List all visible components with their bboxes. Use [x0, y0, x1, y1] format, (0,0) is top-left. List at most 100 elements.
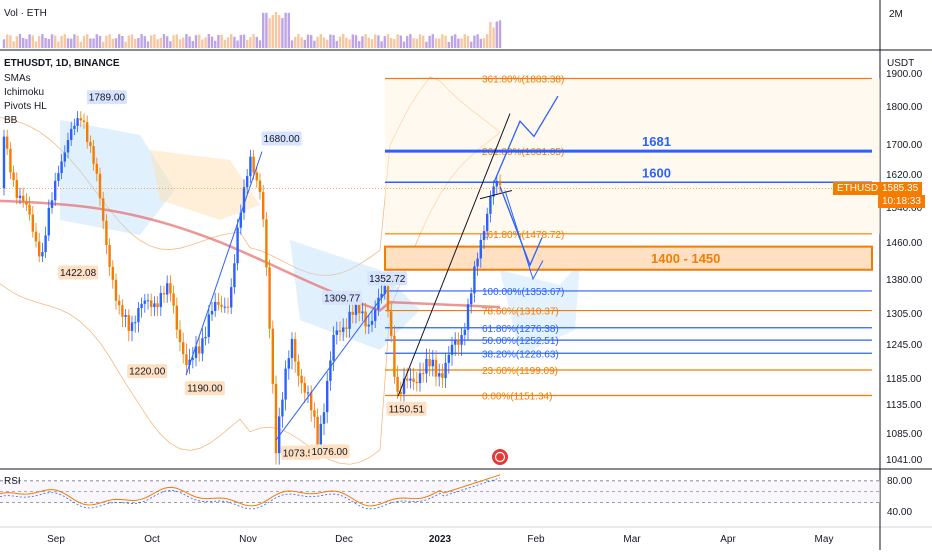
volume-bar	[166, 36, 169, 48]
volume-bar	[265, 12, 268, 49]
candle-body	[153, 303, 156, 308]
candle-body	[303, 383, 306, 393]
indicator-item[interactable]: SMAs	[4, 73, 31, 84]
volume-bar	[159, 37, 162, 48]
volume-bar	[303, 39, 306, 48]
volume-bar	[2, 39, 6, 48]
volume-bar	[268, 18, 271, 48]
indicator-item[interactable]: Ichimoku	[4, 87, 45, 98]
candle-body	[393, 335, 396, 377]
candle-body	[354, 303, 358, 315]
candle-body	[44, 235, 47, 253]
pivot-label-box	[86, 90, 127, 105]
indicator-item[interactable]: Pivots HL	[4, 101, 47, 112]
candle-body	[422, 373, 425, 375]
candle-body	[268, 267, 271, 329]
time-axis-tick: Feb	[527, 534, 545, 545]
candle-body	[418, 373, 422, 384]
volume-bar	[361, 36, 364, 48]
volume-bar	[444, 35, 447, 48]
candle-body	[380, 293, 383, 298]
indicator-item[interactable]: BB	[4, 115, 18, 126]
trend-line	[479, 190, 513, 200]
candle-body	[313, 410, 316, 417]
volume-bar	[236, 40, 239, 48]
volume-bar	[418, 34, 422, 48]
volume-bar	[6, 34, 9, 48]
volume-bar	[255, 36, 258, 48]
fib-level-label: 161.80%(1478.72)	[482, 230, 564, 241]
price-axis-tick: 1135.00	[886, 400, 922, 411]
last-price-tag: 1585.35	[878, 182, 923, 195]
candle-body	[146, 300, 150, 302]
candle-body	[2, 136, 6, 189]
volume-bar	[73, 34, 76, 48]
candle-body	[479, 239, 482, 259]
candle-body	[447, 354, 450, 363]
candle-body	[425, 358, 428, 374]
candle-body	[450, 344, 454, 355]
volume-bar	[102, 41, 105, 48]
volume-bar	[22, 37, 25, 48]
candle-body	[130, 322, 134, 331]
price-axis-tick: 1305.00	[886, 309, 923, 320]
candle-body	[185, 354, 188, 366]
fib-level-label: 50.00%(1252.51)	[482, 336, 559, 347]
volume-bar	[150, 35, 153, 48]
volume-bar	[281, 18, 284, 48]
volume-bar	[300, 37, 303, 48]
candle-body	[367, 324, 370, 327]
candle-body	[60, 161, 63, 174]
volume-bar	[60, 35, 63, 48]
candle-body	[390, 311, 393, 336]
candle-body	[15, 180, 18, 198]
volume-bar	[431, 34, 434, 48]
indicator-list: SMAs Ichimoku Pivots HL BB	[4, 72, 47, 128]
volume-bar	[230, 34, 233, 48]
candle-body	[326, 380, 329, 413]
volume-bar	[226, 37, 230, 48]
candle-body	[214, 301, 217, 311]
volume-bar	[322, 37, 326, 48]
volume-bar	[214, 40, 217, 48]
sma-line	[0, 199, 501, 312]
rsi-tick-upper: 80.00	[887, 476, 913, 487]
volume-bar	[210, 36, 214, 48]
price-axis-tick: 1540.00	[886, 203, 923, 214]
candle-body	[342, 327, 345, 332]
volume-bar	[486, 34, 489, 48]
volume-bar	[79, 41, 82, 48]
volume-scale-label: 2M	[889, 9, 903, 20]
candle-body	[316, 416, 319, 446]
candle-body	[319, 423, 322, 446]
volume-bar	[201, 39, 204, 48]
candle-body	[239, 212, 242, 228]
volume-bar	[393, 39, 396, 48]
candle-body	[47, 207, 50, 236]
volume-bar	[25, 39, 28, 48]
volume-bar	[242, 34, 246, 48]
volume-bar	[425, 41, 428, 48]
volume-bar	[390, 38, 393, 48]
candle-body	[73, 125, 76, 129]
price-axis-tick: 1700.00	[886, 140, 923, 151]
candle-body	[25, 201, 28, 205]
projection-path	[493, 95, 559, 183]
volume-bar	[86, 34, 89, 48]
volume-bar	[57, 41, 60, 48]
candle-body	[236, 227, 239, 264]
volume-bar	[185, 34, 188, 48]
volume-bar	[383, 36, 386, 48]
candle-body	[159, 293, 162, 308]
price-axis-tick: 1380.00	[886, 275, 923, 286]
volume-bar	[98, 35, 102, 48]
candle-body	[274, 383, 278, 454]
candle-body	[102, 198, 105, 221]
ichimoku-cloud	[500, 262, 580, 355]
key-level-label: 1681	[642, 134, 671, 149]
volume-bar	[156, 39, 159, 48]
price-axis-tick: 1185.00	[886, 374, 922, 385]
candle-body	[374, 309, 377, 321]
